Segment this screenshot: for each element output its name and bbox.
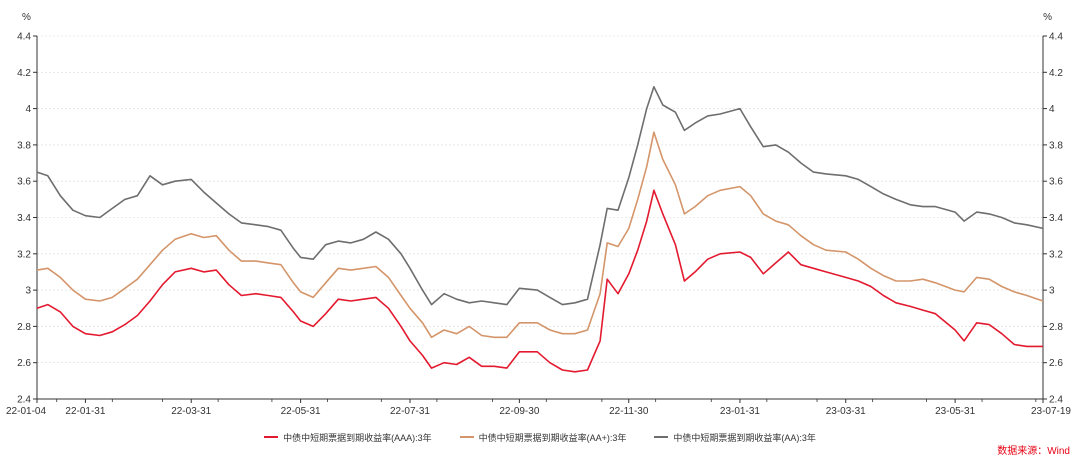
x-tick-label: 22-03-31: [171, 406, 211, 417]
legend-swatch-aa: [654, 436, 669, 438]
x-tick-label: 23-01-31: [720, 406, 760, 417]
y-unit-right: %: [1043, 12, 1052, 23]
y-ticks-right: 2.4 2.6 2.8 3 3.2 3.4 3.6 3.8 4 4.2 4.4: [1043, 32, 1063, 406]
y-tick-label-left: 2.4: [17, 395, 31, 406]
y-tick-label-right: 2.4: [1049, 395, 1063, 406]
y-tick-label-left: 2.8: [17, 322, 31, 333]
y-tick-label-right: 3: [1049, 286, 1055, 297]
x-tick-label: 23-07-19: [1031, 406, 1071, 417]
series-line-aa-plus: [36, 131, 1044, 339]
legend-swatch-aa-plus: [459, 436, 474, 438]
series-line-aa: [36, 86, 1044, 306]
x-tick-label: 22-01-04: [6, 406, 46, 417]
legend-item-aaa: 中债中短期票据到期收益率(AAA):3年: [264, 429, 432, 445]
y-tick-label-right: 4.2: [1049, 68, 1063, 79]
axes: [36, 36, 1044, 400]
series-lines: [36, 86, 1044, 373]
legend-label-aa: 中债中短期票据到期收益率(AA):3年: [673, 432, 816, 443]
y-tick-label-left: 2.6: [17, 358, 31, 369]
y-tick-label-left: 3.2: [17, 249, 31, 260]
y-tick-label-left: 3: [25, 286, 31, 297]
legend-item-aa: 中债中短期票据到期收益率(AA):3年: [654, 429, 816, 445]
data-source-note: 数据来源：Wind: [997, 446, 1070, 457]
y-tick-label-right: 3.6: [1049, 177, 1063, 188]
x-tick-label: 22-11-30: [609, 406, 649, 417]
y-tick-label-right: 4.4: [1049, 32, 1063, 43]
y-unit-left: %: [22, 12, 31, 23]
y-tick-label-left: 4.4: [17, 32, 31, 43]
legend-label-aa-plus: 中债中短期票据到期收益率(AA+):3年: [478, 432, 627, 443]
x-tick-label: 23-03-31: [826, 406, 866, 417]
y-tick-label-right: 3.8: [1049, 140, 1063, 151]
x-tick-label: 23-05-31: [935, 406, 975, 417]
grid-lines: [37, 35, 1043, 364]
series-line-aaa: [36, 189, 1043, 373]
x-tick-label: 22-07-31: [390, 406, 430, 417]
y-tick-label-left: 3.8: [17, 140, 31, 151]
legend: 中债中短期票据到期收益率(AAA):3年 中债中短期票据到期收益率(AA+):3…: [0, 429, 1080, 445]
y-tick-label-right: 2.6: [1049, 358, 1063, 369]
legend-swatch-aaa: [264, 436, 279, 438]
legend-label-aaa: 中债中短期票据到期收益率(AAA):3年: [283, 432, 432, 443]
y-tick-label-left: 3.6: [17, 177, 31, 188]
x-tick-label: 22-01-31: [65, 406, 105, 417]
y-tick-label-left: 4: [25, 104, 31, 115]
y-tick-label-right: 2.8: [1049, 322, 1063, 333]
legend-item-aa-plus: 中债中短期票据到期收益率(AA+):3年: [459, 429, 627, 445]
x-tick-label: 22-09-30: [499, 406, 539, 417]
y-tick-label-right: 3.2: [1049, 249, 1063, 260]
y-ticks-left: 2.4 2.6 2.8 3 3.2 3.4 3.6 3.8 4 4.2 4.4: [17, 32, 37, 406]
x-tick-label: 22-05-31: [281, 406, 321, 417]
x-ticks: 22-01-04 22-01-31 22-03-31 22-05-31 22-07-31…: [6, 399, 1071, 417]
y-tick-label-right: 3.4: [1049, 213, 1063, 224]
y-tick-label-left: 4.2: [17, 68, 31, 79]
y-tick-label-right: 4: [1049, 104, 1055, 115]
y-tick-label-left: 3.4: [17, 213, 31, 224]
